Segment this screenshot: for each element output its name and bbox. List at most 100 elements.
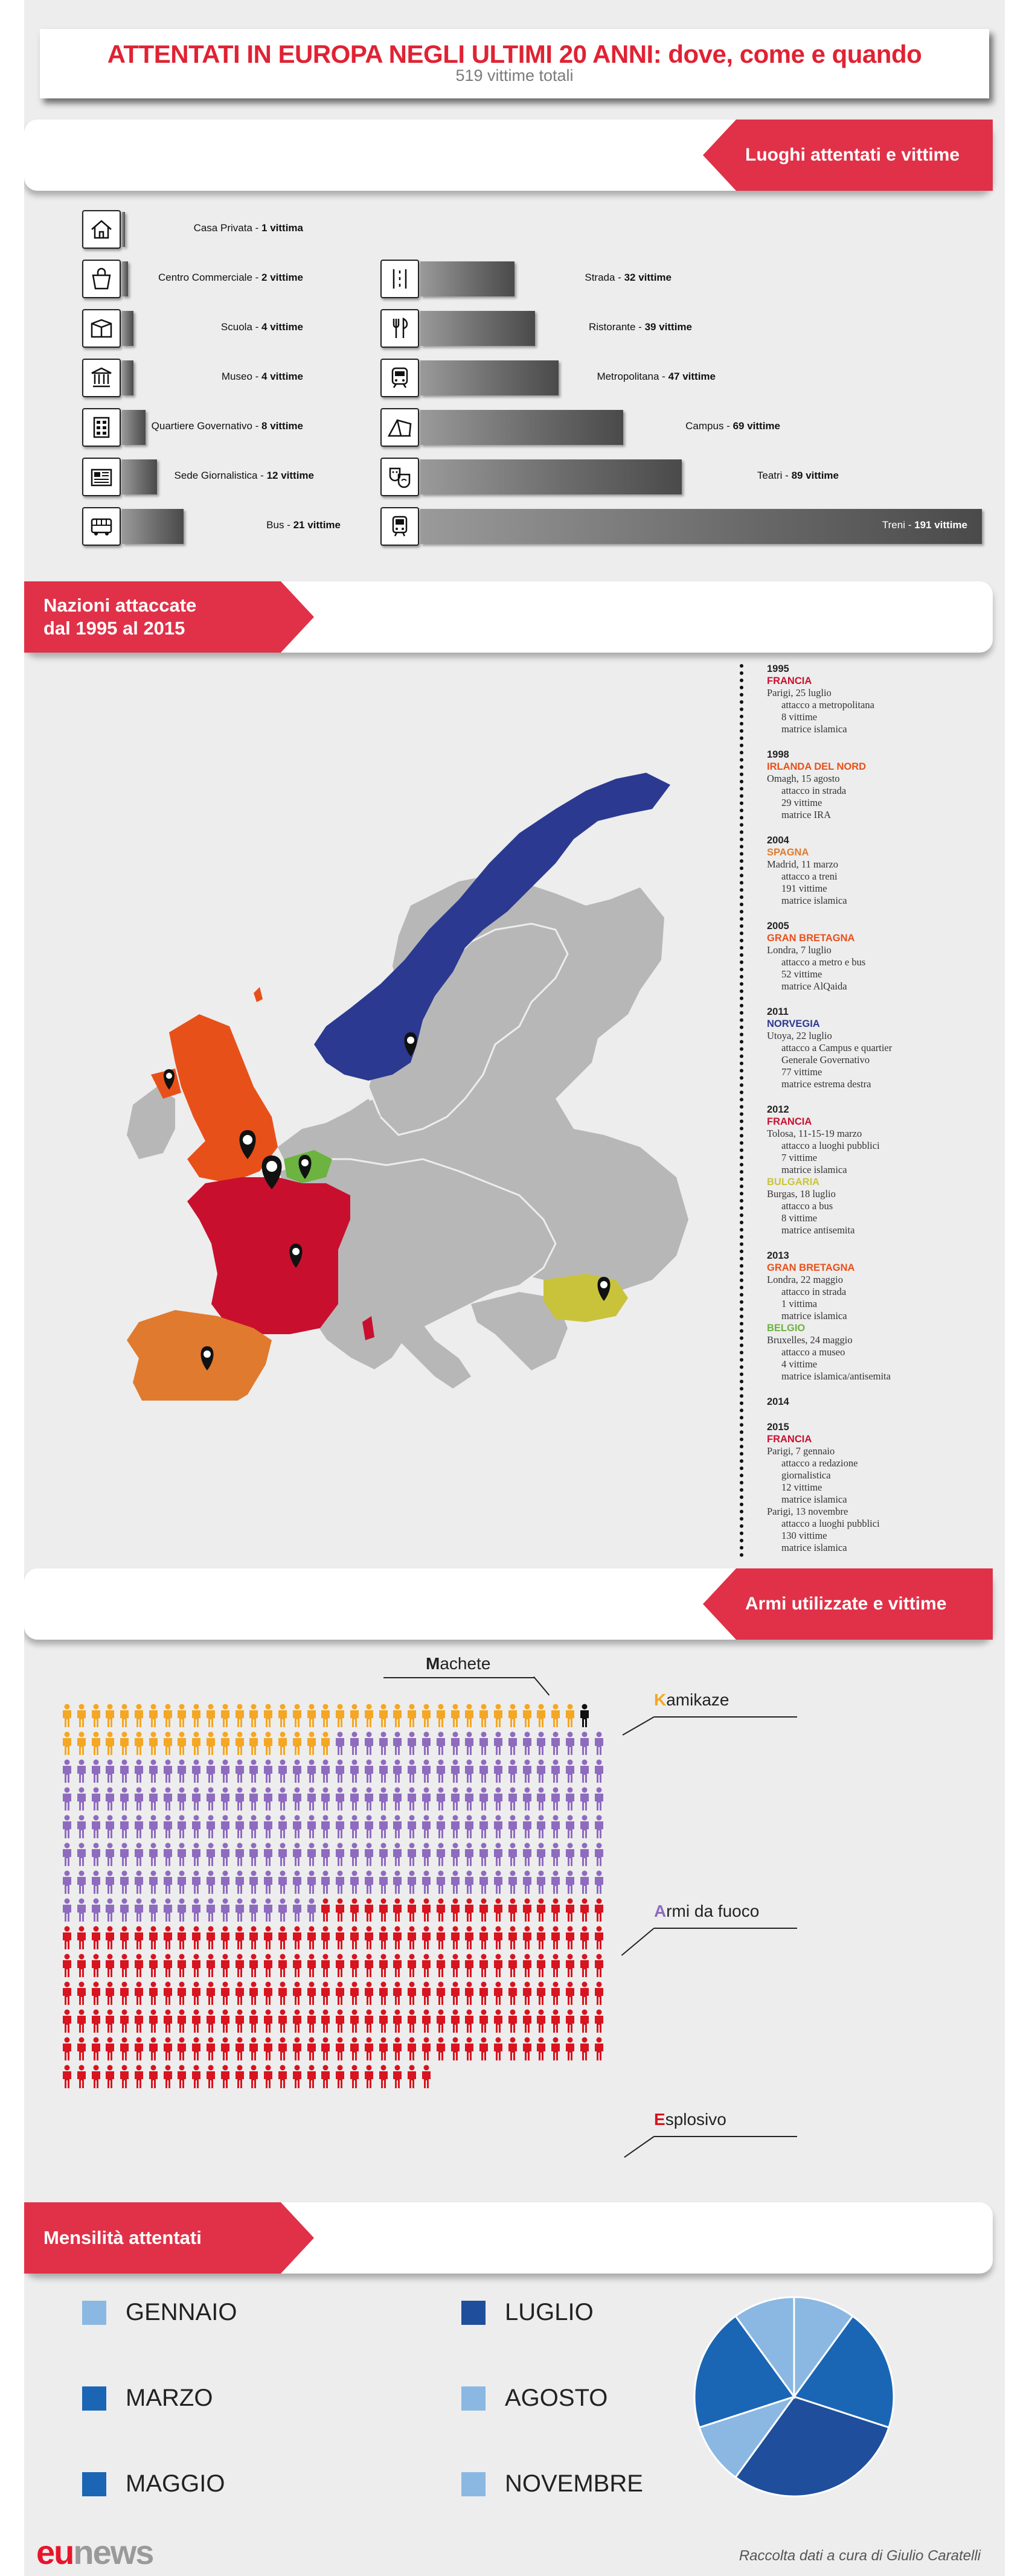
person-explosive [393,2037,402,2060]
person-kamikaze [450,1704,460,1727]
person-explosive [494,1898,502,1922]
person-explosive [408,2009,417,2033]
label-firearms-initial: A [654,1902,667,1920]
person-kamikaze [278,1704,287,1727]
person-explosive [408,1926,417,1949]
place-bar [122,509,184,544]
person-firearms [393,1787,402,1811]
person-firearms [278,1787,287,1811]
section-bar-nations: Nazioni attaccate dal 1995 al 2015 [24,581,993,653]
timeline-ind: attacco a luoghi pubblici [781,1140,880,1151]
place-bar [420,509,982,544]
person-firearms [336,1815,345,1838]
person-firearms [235,1759,244,1783]
month-label: MAGGIO [126,2470,225,2497]
person-explosive [350,1981,359,2005]
person-firearms [350,1731,359,1755]
person-explosive [278,1954,287,1977]
person-firearms [465,1843,474,1866]
timeline-text: Burgas, 18 luglio [767,1188,836,1200]
place-label: Ristorante - 39 vittime [589,321,692,333]
person-kamikaze [264,1731,273,1755]
person-firearms [350,1787,359,1811]
person-firearms [91,1759,100,1783]
person-kamikaze [149,1704,158,1727]
person-explosive [336,1981,345,2005]
person-firearms [379,1815,388,1838]
timeline-text: Londra, 7 luglio [767,944,832,956]
person-firearms [321,1815,330,1838]
person-firearms [178,1843,187,1866]
place-name: Museo - [221,371,262,382]
person-firearms [594,1843,603,1866]
person-kamikaze [522,1704,531,1727]
person-firearms [336,1843,345,1866]
person-firearms [292,1843,301,1866]
person-explosive [220,2037,229,2060]
map-island-corsica [362,1316,374,1340]
person-explosive [235,1926,244,1949]
building-icon [82,408,121,447]
person-kamikaze [91,1704,100,1727]
person-kamikaze [249,1731,258,1755]
person-explosive [551,1954,560,1977]
person-firearms [207,1843,215,1866]
person-explosive [106,2037,115,2060]
person-firearms [307,1815,316,1838]
section-bar-weapons: Armi utilizzate e vittime [24,1568,993,1640]
person-explosive [422,2009,431,2033]
timeline-ind: attacco a bus [781,1200,833,1212]
timeline-ind: giornalistica [781,1469,831,1481]
person-explosive [321,2037,330,2060]
person-firearms [594,1815,603,1838]
infographic-panel: ATTENTATI IN EUROPA NEGLI ULTIMI 20 ANNI… [24,0,1005,2576]
person-firearms [106,1870,115,1894]
person-firearms [551,1759,560,1783]
person-firearms [77,1787,86,1811]
person-firearms [63,1759,71,1783]
timeline-ind: 130 vittime [781,1530,827,1541]
person-explosive [450,2037,460,2060]
pin-london [239,1130,256,1159]
person-explosive [192,1981,201,2005]
person-explosive [436,1898,445,1922]
timeline-ind: 8 vittime [781,1212,818,1224]
subway-icon [380,359,419,397]
person-firearms [249,1815,258,1838]
place-bar [420,261,514,296]
person-firearms [192,1815,201,1838]
person-firearms [235,1870,244,1894]
person-firearms [292,1870,301,1894]
person-kamikaze [235,1731,244,1755]
person-kamikaze [91,1731,100,1755]
timeline-ind: matrice IRA [781,809,832,820]
person-kamikaze [278,1731,287,1755]
person-firearms [436,1870,445,1894]
person-explosive [77,1926,86,1949]
person-firearms [379,1870,388,1894]
person-firearms [537,1843,546,1866]
person-firearms [422,1787,431,1811]
section-tag-nations-line1: Nazioni attaccate [43,595,197,616]
person-firearms [379,1759,388,1783]
timeline-yr: 2004 [767,835,789,846]
month-label: LUGLIO [505,2299,594,2325]
person-explosive [120,2009,129,2033]
person-explosive [494,1954,502,1977]
person-explosive [292,1954,301,1977]
person-explosive [450,2009,460,2033]
person-explosive [594,1926,603,1949]
timeline-entry: 2013 GRAN BRETAGNA Londra, 22 maggio attacc… [767,1250,891,1382]
person-explosive [292,1981,301,2005]
person-explosive [163,2037,172,2060]
timeline-entry: 1998 IRLANDA DEL NORD Omagh, 15 agosto atta… [767,749,866,821]
person-firearms [91,1898,100,1922]
person-explosive [393,1926,402,1949]
person-explosive [120,1981,129,2005]
person-kamikaze [307,1704,316,1727]
person-explosive [479,1926,489,1949]
person-firearms [408,1787,417,1811]
timeline-nat: BULGARIA [767,1177,820,1187]
pie-slice-gennaio [793,2296,854,2400]
person-firearms [207,1870,215,1894]
